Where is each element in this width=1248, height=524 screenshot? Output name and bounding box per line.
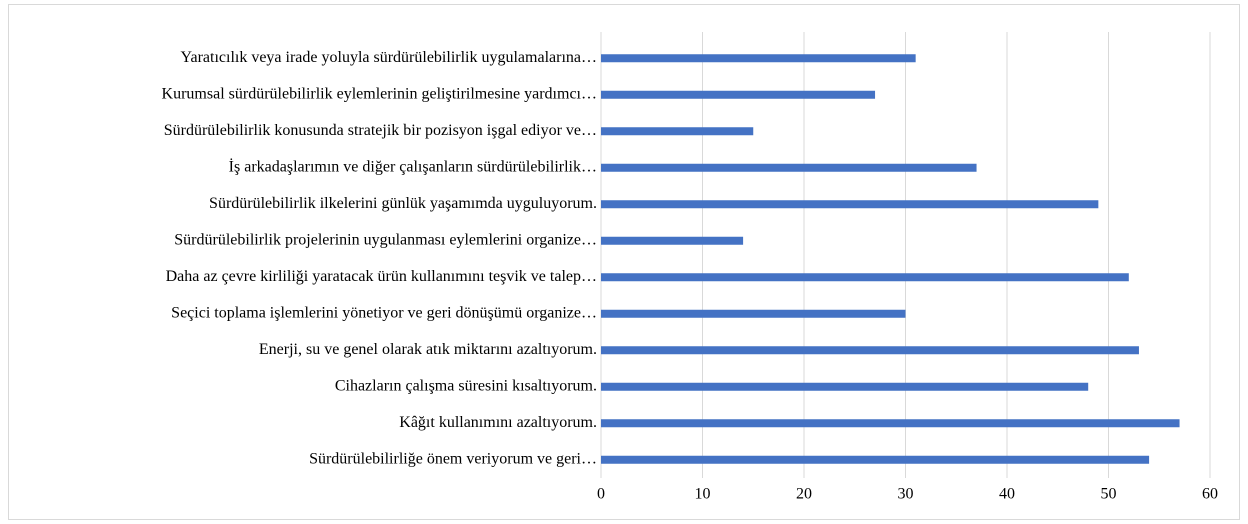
bar — [601, 273, 1129, 282]
y-tick-label: Yaratıcılık veya irade yoluyla sürdürüle… — [181, 49, 597, 66]
y-tick-label: Sürdürülebilirlik konusunda stratejik bi… — [164, 122, 597, 139]
bar — [601, 200, 1099, 209]
y-tick-label: İş arkadaşlarımın ve diğer çalışanların … — [229, 157, 597, 175]
x-tick-label: 40 — [999, 486, 1015, 503]
x-tick-label: 60 — [1202, 486, 1218, 503]
bar — [601, 309, 906, 318]
y-tick-label: Kâğıt kullanımını azaltıyorum. — [399, 414, 597, 431]
bar — [601, 54, 916, 63]
x-tick-label: 0 — [597, 486, 605, 503]
x-tick-label: 10 — [695, 486, 711, 503]
y-tick-label: Enerji, su ve genel olarak atık miktarın… — [259, 341, 597, 358]
bar — [601, 90, 876, 99]
y-tick-label: Sürdürülebilirlik ilkelerini günlük yaşa… — [209, 195, 597, 212]
y-tick-label: Daha az çevre kirliliği yaratacak ürün k… — [166, 268, 597, 285]
y-tick-label: Cihazların çalışma süresini kısaltıyorum… — [335, 377, 597, 394]
bar — [601, 419, 1180, 428]
bar — [601, 382, 1089, 391]
x-tick-label: 20 — [796, 486, 812, 503]
chart-frame — [8, 4, 1240, 520]
bar — [601, 163, 977, 172]
y-tick-label: Sürdürülebilirlik projelerinin uygulanma… — [174, 231, 597, 248]
y-tick-label: Kurumsal sürdürülebilirlik eylemlerinin … — [162, 85, 597, 102]
y-tick-label: Sürdürülebilirliğe önem veriyorum ve ger… — [309, 450, 597, 467]
x-tick-label: 30 — [898, 486, 914, 503]
y-tick-label: Seçici toplama işlemlerini yönetiyor ve … — [171, 304, 597, 321]
bar — [601, 346, 1139, 355]
bar — [601, 455, 1150, 464]
bar — [601, 236, 744, 245]
x-tick-label: 50 — [1101, 486, 1117, 503]
bar — [601, 127, 754, 136]
